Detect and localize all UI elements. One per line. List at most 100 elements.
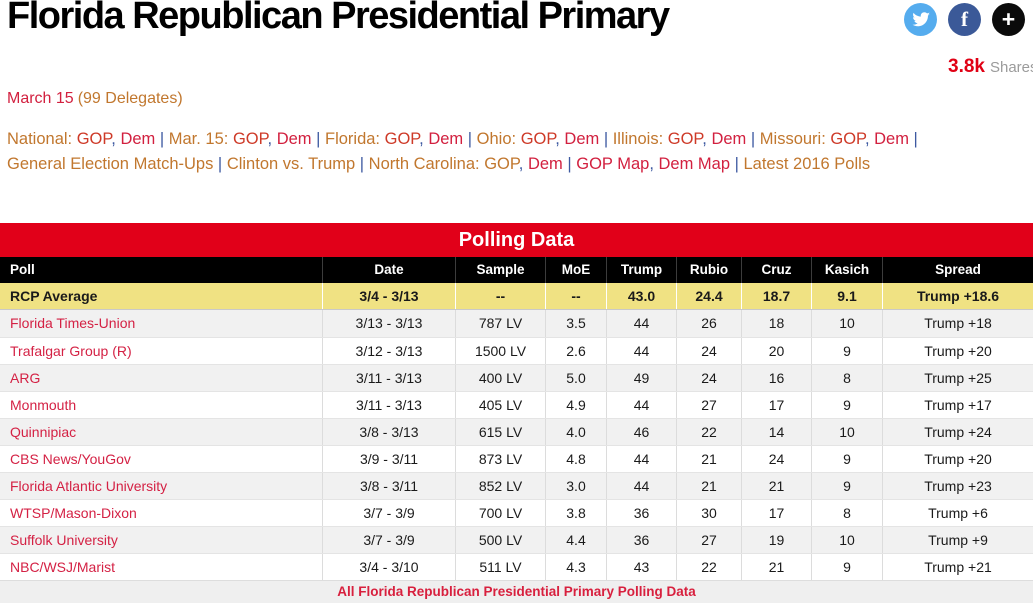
nav-link-dem[interactable]: Dem bbox=[564, 130, 600, 148]
cell-date: 3/11 - 3/13 bbox=[322, 365, 455, 391]
poll-name-link[interactable]: Florida Atlantic University bbox=[10, 478, 168, 494]
cell-spread: Trump +23 bbox=[882, 473, 1033, 499]
nav-link-gop[interactable]: GOP bbox=[76, 130, 112, 148]
nav-separator: | bbox=[562, 155, 577, 173]
rcp-average-label: RCP Average bbox=[10, 288, 98, 304]
nav-line-1: National: GOP, Dem | Mar. 15: GOP, Dem |… bbox=[7, 127, 1031, 152]
nav-separator: | bbox=[155, 130, 169, 148]
cell-date: 3/8 - 3/13 bbox=[322, 419, 455, 445]
cell-moe: 4.9 bbox=[545, 392, 606, 418]
nav-link-dem-map[interactable]: Dem Map bbox=[658, 155, 731, 173]
more-share-button[interactable]: + bbox=[992, 3, 1025, 36]
nav-link-gop[interactable]: GOP bbox=[667, 130, 703, 148]
nav-link-mar-15[interactable]: Mar. 15: bbox=[168, 130, 229, 148]
cell-trump: 36 bbox=[606, 527, 676, 553]
subtitle: March 15 (99 Delegates) bbox=[7, 90, 183, 108]
twitter-icon bbox=[912, 11, 930, 26]
poll-name-link[interactable]: Florida Times-Union bbox=[10, 315, 136, 331]
nav-link-dem[interactable]: Dem bbox=[711, 130, 747, 148]
cell-rubio: 22 bbox=[676, 554, 741, 580]
table-row: NBC/WSJ/Marist 3/4 - 3/10 511 LV 4.3 43 22 21 9… bbox=[0, 553, 1033, 580]
poll-name-link[interactable]: CBS News/YouGov bbox=[10, 451, 131, 467]
nav-link-national[interactable]: National: bbox=[7, 130, 73, 148]
nav-link-gop[interactable]: GOP bbox=[484, 155, 519, 173]
cell-kasich: 9 bbox=[811, 338, 882, 364]
column-header-poll: Poll bbox=[10, 262, 35, 277]
cell-date: 3/11 - 3/13 bbox=[322, 392, 455, 418]
cell-cruz: 18 bbox=[741, 310, 811, 337]
rcp-cell-kasich: 9.1 bbox=[811, 283, 882, 309]
nav-link-gop[interactable]: GOP bbox=[520, 130, 556, 148]
cell-cruz: 20 bbox=[741, 338, 811, 364]
cell-moe: 3.8 bbox=[545, 500, 606, 526]
nav-separator: | bbox=[730, 155, 744, 173]
polling-table: Polling Data Poll Date Sample MoE Trump Rubio… bbox=[0, 223, 1033, 603]
nav-link-gop[interactable]: GOP bbox=[830, 130, 865, 148]
cell-sample: 500 LV bbox=[455, 527, 545, 553]
cell-sample: 852 LV bbox=[455, 473, 545, 499]
nav-link-clinton-vs-trump[interactable]: Clinton vs. Trump bbox=[226, 155, 356, 173]
cell-rubio: 27 bbox=[676, 527, 741, 553]
cell-trump: 44 bbox=[606, 392, 676, 418]
nav-link-gop[interactable]: GOP bbox=[384, 130, 420, 148]
table-header-row: Poll Date Sample MoE Trump Rubio Cruz Kasich Spr… bbox=[0, 257, 1033, 283]
cell-cruz: 17 bbox=[741, 392, 811, 418]
nav-separator: , bbox=[419, 130, 429, 148]
poll-name-link[interactable]: Suffolk University bbox=[10, 532, 118, 548]
cell-kasich: 8 bbox=[811, 500, 882, 526]
poll-name-link[interactable]: Quinnipiac bbox=[10, 424, 77, 440]
cell-spread: Trump +20 bbox=[882, 338, 1033, 364]
nav-separator: | bbox=[311, 130, 325, 148]
nav-link-gop[interactable]: GOP bbox=[232, 130, 268, 148]
nav-link-dem[interactable]: Dem bbox=[874, 130, 909, 148]
nav-link-dem[interactable]: Dem bbox=[527, 155, 563, 173]
nav-link-latest-2016-polls[interactable]: Latest 2016 Polls bbox=[743, 155, 871, 173]
table-row: Florida Atlantic University 3/8 - 3/11 852… bbox=[0, 472, 1033, 499]
plus-icon: + bbox=[1001, 6, 1016, 32]
cell-date: 3/12 - 3/13 bbox=[322, 338, 455, 364]
cell-spread: Trump +17 bbox=[882, 392, 1033, 418]
nav-link-gop-map[interactable]: GOP Map bbox=[576, 155, 650, 173]
cell-rubio: 27 bbox=[676, 392, 741, 418]
facebook-share-button[interactable]: f bbox=[948, 3, 981, 36]
table-footer-link[interactable]: All Florida Republican Presidential Prim… bbox=[0, 580, 1033, 603]
nav-link-illinois[interactable]: Illinois: bbox=[612, 130, 664, 148]
poll-name-link[interactable]: Trafalgar Group (R) bbox=[10, 343, 132, 359]
nav-link-florida[interactable]: Florida: bbox=[325, 130, 381, 148]
poll-name-link[interactable]: NBC/WSJ/Marist bbox=[10, 559, 115, 575]
nav-link-dem[interactable]: Dem bbox=[120, 130, 156, 148]
table-row: WTSP/Mason-Dixon 3/7 - 3/9 700 LV 3.8 36 30 17… bbox=[0, 499, 1033, 526]
cell-spread: Trump +6 bbox=[882, 500, 1033, 526]
poll-name-link[interactable]: WTSP/Mason-Dixon bbox=[10, 505, 137, 521]
column-header-cruz: Cruz bbox=[741, 257, 811, 283]
cell-date: 3/7 - 3/9 bbox=[322, 527, 455, 553]
cell-sample: 873 LV bbox=[455, 446, 545, 472]
nav-link-general-election-match-ups[interactable]: General Election Match-Ups bbox=[7, 155, 214, 173]
rcp-cell-cruz: 18.7 bbox=[741, 283, 811, 309]
column-header-kasich: Kasich bbox=[811, 257, 882, 283]
nav-separator: | bbox=[908, 130, 918, 148]
nav-link-dem[interactable]: Dem bbox=[428, 130, 464, 148]
nav-link-dem[interactable]: Dem bbox=[276, 130, 312, 148]
nav-link-missouri[interactable]: Missouri: bbox=[759, 130, 826, 148]
cell-trump: 44 bbox=[606, 338, 676, 364]
nav-link-north-carolina[interactable]: North Carolina: bbox=[368, 155, 480, 173]
table-body: Florida Times-Union 3/13 - 3/13 787 LV 3.5 4… bbox=[0, 310, 1033, 580]
cell-sample: 615 LV bbox=[455, 419, 545, 445]
column-header-trump: Trump bbox=[606, 257, 676, 283]
cell-kasich: 9 bbox=[811, 446, 882, 472]
cell-spread: Trump +21 bbox=[882, 554, 1033, 580]
poll-name-link[interactable]: Monmouth bbox=[10, 397, 77, 413]
cell-cruz: 17 bbox=[741, 500, 811, 526]
nav-link-ohio[interactable]: Ohio: bbox=[476, 130, 517, 148]
rcp-cell-moe: -- bbox=[545, 283, 606, 309]
rcp-cell-sample: -- bbox=[455, 283, 545, 309]
rcp-cell-date: 3/4 - 3/13 bbox=[322, 283, 455, 309]
poll-name-link[interactable]: ARG bbox=[10, 370, 41, 386]
column-header-date: Date bbox=[322, 257, 455, 283]
cell-sample: 700 LV bbox=[455, 500, 545, 526]
nav-separator: , bbox=[702, 130, 712, 148]
race-navigation: National: GOP, Dem | Mar. 15: GOP, Dem |… bbox=[7, 127, 1031, 177]
twitter-share-button[interactable] bbox=[904, 3, 937, 36]
